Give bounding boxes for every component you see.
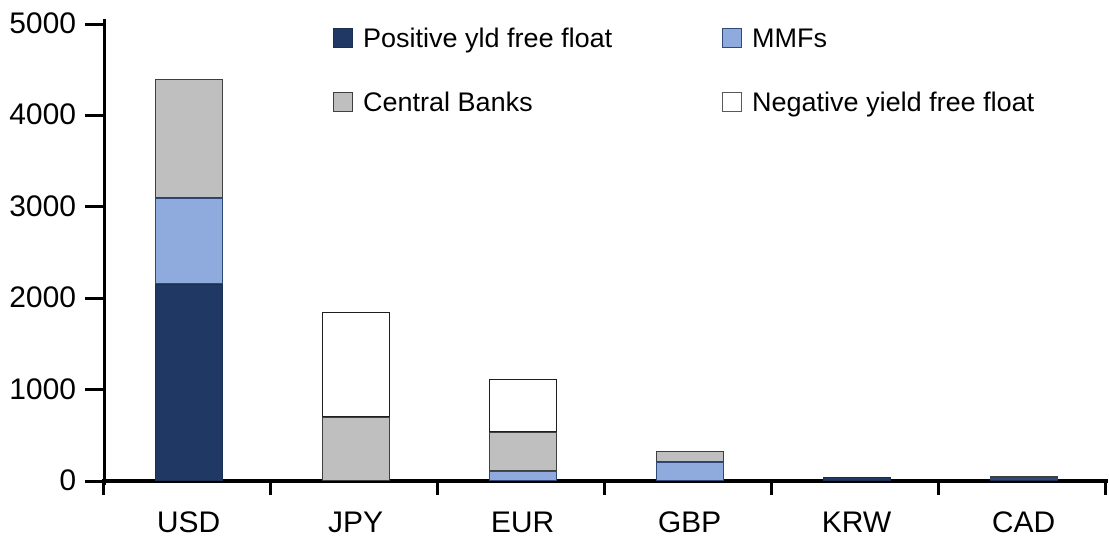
legend-item-4: Negative yield free float [722, 88, 1034, 116]
bar-segment [989, 475, 1058, 479]
x-axis-tick [936, 479, 940, 495]
bar-segment [488, 431, 557, 471]
y-axis-tick [85, 479, 103, 483]
y-axis-tick [85, 388, 103, 392]
chart-legend: Positive yld free float MMFs Central Banks… [0, 0, 1109, 130]
bar-segment [154, 284, 223, 481]
y-axis-tick [85, 205, 103, 209]
legend-label: Negative yield free float [752, 87, 1035, 117]
bar-segment [655, 450, 724, 462]
x-axis-tick [101, 479, 105, 495]
x-axis-tick [1103, 479, 1107, 495]
legend-swatch-icon [333, 92, 353, 112]
x-axis-category-label: USD [156, 506, 221, 539]
y-axis-tick-label: 4000 [9, 98, 76, 132]
bar-segment [321, 311, 390, 418]
x-axis-tick [769, 479, 773, 495]
y-axis-tick [85, 113, 103, 117]
x-axis-category-label: CAD [991, 506, 1056, 539]
bar-segment [989, 478, 1058, 481]
legend-swatch-icon [333, 28, 353, 48]
legend-swatch-icon [722, 28, 742, 48]
x-axis-category-label: GBP [657, 506, 722, 539]
y-axis-tick-label: 3000 [9, 189, 76, 223]
legend-label: Central Banks [363, 87, 533, 117]
bar-segment [488, 378, 557, 432]
y-axis-tick [85, 22, 103, 26]
bar-segment [321, 417, 390, 481]
y-axis-tick [85, 296, 103, 300]
legend-item-2: MMFs [722, 24, 827, 52]
legend-swatch-icon [722, 92, 742, 112]
legend-label: Positive yld free float [363, 23, 613, 53]
x-axis-tick [268, 479, 272, 495]
y-axis-line [103, 19, 106, 485]
x-axis-tick [435, 479, 439, 495]
legend-item-1: Positive yld free float [333, 24, 612, 52]
x-axis-category-label: JPY [327, 506, 384, 539]
x-axis-category-label: EUR [490, 506, 555, 539]
x-axis-tick [602, 479, 606, 495]
x-axis-category-label: KRW [821, 506, 892, 539]
legend-item-3: Central Banks [333, 88, 533, 116]
y-axis-tick-label: 0 [59, 464, 76, 497]
bar-segment [154, 197, 223, 285]
legend-label: MMFs [752, 23, 827, 53]
y-axis-tick-label: 5000 [9, 7, 76, 40]
bar-segment [655, 461, 724, 481]
bar-segment [822, 476, 891, 481]
y-axis-tick-label: 1000 [9, 372, 76, 406]
bar-segment [154, 78, 223, 198]
x-axis-line [103, 479, 1108, 483]
bar-segment [488, 470, 557, 481]
y-axis-tick-label: 2000 [9, 281, 76, 315]
